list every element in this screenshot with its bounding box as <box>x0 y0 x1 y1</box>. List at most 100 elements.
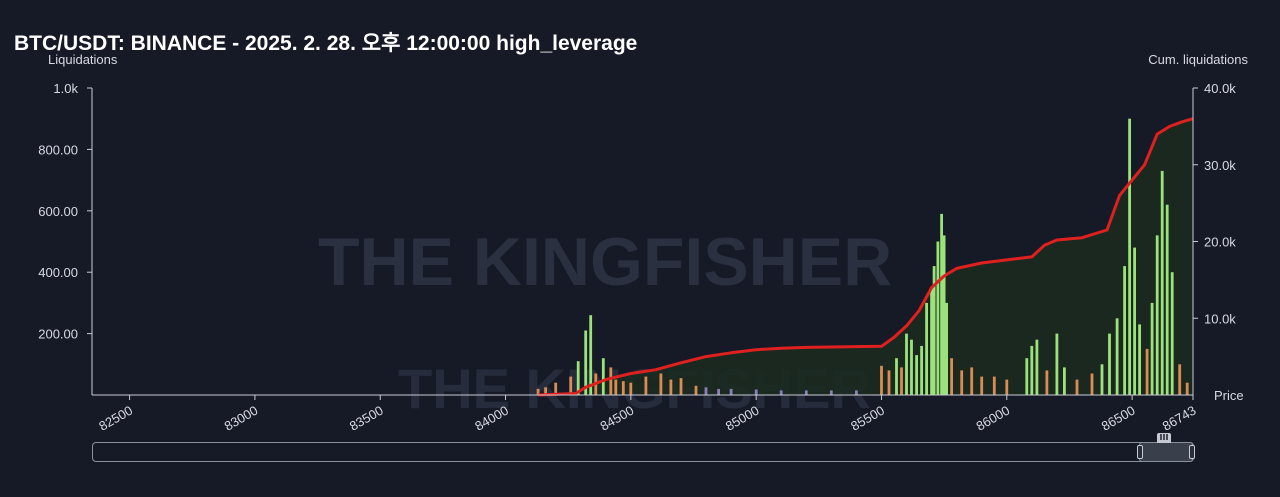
liquidation-bar <box>1185 382 1189 395</box>
liquidation-bar <box>804 390 808 395</box>
liquidation-bar <box>940 213 943 395</box>
right-tick-label: 20.0k <box>1204 235 1236 250</box>
liquidation-bar <box>887 370 891 395</box>
liquidation-bar <box>779 390 783 395</box>
left-axis-ticks: 200.00 400.00 600.00 800.00 1.0k <box>38 81 92 342</box>
liquidation-bar <box>1115 318 1119 396</box>
liquidation-bar <box>910 339 913 395</box>
liquidation-bar <box>621 381 625 395</box>
liquidation-bar <box>1108 333 1111 395</box>
liquidation-bar <box>942 235 946 395</box>
liquidation-bar <box>895 358 898 395</box>
liquidation-bar <box>905 333 908 395</box>
liquidation-bar <box>609 367 613 395</box>
liquidation-bar <box>1055 333 1059 395</box>
x-tick-label: 83500 <box>347 403 386 434</box>
liquidation-bar <box>1160 170 1164 395</box>
navigator-left-handle[interactable] <box>1137 445 1143 459</box>
chart-area: THE KINGFISHER THE KINGFISHER Liquidatio… <box>38 52 1248 434</box>
right-tick-label: 10.0k <box>1204 311 1236 326</box>
liquidation-bar <box>536 388 540 395</box>
left-tick-label: 200.00 <box>38 327 78 342</box>
liquidation-bar <box>925 302 928 395</box>
liquidation-bar <box>1178 364 1182 395</box>
navigator-grip-icon[interactable]: III <box>1157 433 1171 443</box>
left-axis-title: Liquidations <box>48 52 118 67</box>
liquidation-bar <box>679 378 683 395</box>
liquidation-bar <box>601 358 605 395</box>
liquidation-bar <box>1100 364 1104 395</box>
right-axis-title: Cum. liquidations <box>1148 52 1248 67</box>
x-tick-label: 82500 <box>96 403 135 434</box>
liquidation-bar <box>629 382 633 395</box>
liquidation-bar <box>1138 324 1141 395</box>
liquidation-bar <box>614 379 618 395</box>
liquidation-bar <box>717 388 720 395</box>
liquidation-bar <box>1145 348 1149 395</box>
liquidation-bar <box>1035 339 1039 395</box>
liquidation-bar <box>960 370 964 395</box>
range-navigator[interactable]: III <box>92 433 1195 462</box>
liquidation-bar <box>930 287 933 395</box>
liquidation-bar <box>920 345 923 395</box>
navigator-right-handle[interactable] <box>1189 445 1195 459</box>
liquidation-bar <box>880 365 883 395</box>
liquidation-bar <box>900 367 903 395</box>
cum-area-fill <box>538 118 1193 395</box>
liquidation-bar <box>584 330 588 395</box>
liquidation-bar <box>1128 118 1131 395</box>
liquidation-bar <box>945 302 948 395</box>
left-tick-label: 1.0k <box>53 81 78 96</box>
left-tick-label: 600.00 <box>38 204 78 219</box>
liquidation-bar <box>644 376 648 395</box>
chart-title: BTC/USDT: BINANCE - 2025. 2. 28. 오후 12:0… <box>14 32 638 55</box>
liquidation-bar <box>1030 345 1034 395</box>
liquidation-bar <box>1005 379 1009 395</box>
liquidation-bar <box>1075 379 1079 395</box>
liquidation-bar <box>754 389 758 395</box>
liquidation-bar <box>1123 266 1126 395</box>
liquidation-bar <box>980 376 984 395</box>
x-tick-label: 86500 <box>1099 403 1138 434</box>
liquidation-bar <box>992 376 996 395</box>
left-tick-label: 400.00 <box>38 265 78 280</box>
liquidation-bar <box>669 379 673 395</box>
cum-liquidations-area <box>538 118 1193 395</box>
liquidation-bar <box>554 382 558 395</box>
x-tick-label: 86743 <box>1160 403 1199 434</box>
x-tick-label: 86000 <box>973 403 1012 434</box>
liquidation-bar <box>950 358 953 395</box>
liquidation-bar <box>1133 247 1136 395</box>
liquidation-bar <box>915 355 918 395</box>
liquidation-bar <box>729 388 733 395</box>
liquidation-bar <box>855 390 858 395</box>
liquidation-bar <box>569 376 573 395</box>
right-tick-label: 40.0k <box>1204 81 1236 96</box>
liquidation-bar <box>932 266 936 395</box>
x-tick-label: 83000 <box>222 403 261 434</box>
right-tick-label: 30.0k <box>1204 158 1236 173</box>
right-axis-ticks: 10.0k 20.0k 30.0k 40.0k <box>1193 81 1236 326</box>
liquidation-bar <box>659 373 663 395</box>
liquidation-bar <box>936 241 940 395</box>
left-tick-label: 800.00 <box>38 142 78 157</box>
liquidation-bar <box>1025 358 1029 395</box>
liquidation-bar <box>704 387 708 395</box>
liquidation-bar <box>1170 272 1174 395</box>
liquidation-bar <box>829 390 833 395</box>
liquidation-bar <box>1045 370 1049 395</box>
navigator-window[interactable] <box>1137 442 1195 462</box>
liquidation-bar <box>1155 235 1159 395</box>
watermark-text: THE KINGFISHER <box>318 224 892 300</box>
x-axis-title: Price <box>1214 388 1244 403</box>
liquidation-bar <box>694 385 698 395</box>
liquidation-bar <box>1063 367 1066 395</box>
liquidation-bars <box>536 118 1189 396</box>
liquidation-bar <box>1150 302 1154 395</box>
liquidation-bar <box>1090 373 1094 395</box>
liquidation-bar <box>589 315 593 395</box>
liquidation-bar <box>970 367 974 395</box>
cum-liquidations-line <box>538 117 1194 397</box>
cum-line-path <box>538 117 1194 397</box>
liquidation-bar <box>544 387 547 395</box>
